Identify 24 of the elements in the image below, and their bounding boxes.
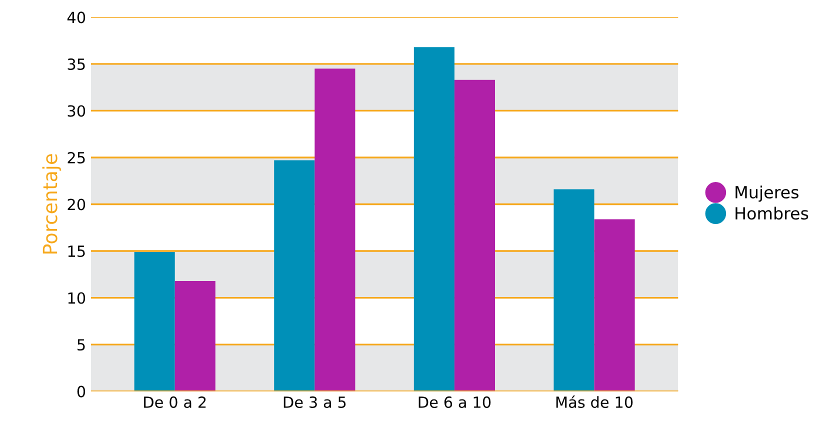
bar xyxy=(414,47,454,392)
legend-label: Hombres xyxy=(736,206,808,220)
y-tick-label: 15 xyxy=(68,246,85,258)
bar xyxy=(314,68,356,392)
y-tick-label: 40 xyxy=(67,12,86,24)
y-tick-label: 20 xyxy=(68,198,86,210)
y-tick-label: 35 xyxy=(68,58,85,70)
x-tick-label: De 6 a 10 xyxy=(418,396,491,408)
bar xyxy=(554,189,594,392)
x-tick-label: De 3 a 5 xyxy=(284,396,346,408)
y-tick-label: 30 xyxy=(68,105,86,117)
bar xyxy=(594,219,635,392)
y-tick-label: 10 xyxy=(68,292,86,304)
bar xyxy=(134,252,175,392)
bar xyxy=(174,280,216,392)
y-tick-label: 25 xyxy=(68,152,85,164)
bar xyxy=(274,160,315,392)
legend-label: Mujeres xyxy=(736,186,798,202)
x-tick-label: De 0 a 2 xyxy=(144,396,206,408)
y-axis-title: Porcentaje xyxy=(42,154,62,254)
bar xyxy=(454,80,495,392)
y-tick-label: 0 xyxy=(77,386,86,398)
x-tick-label: Más de 10 xyxy=(556,396,633,408)
y-tick-label: 5 xyxy=(78,339,85,351)
